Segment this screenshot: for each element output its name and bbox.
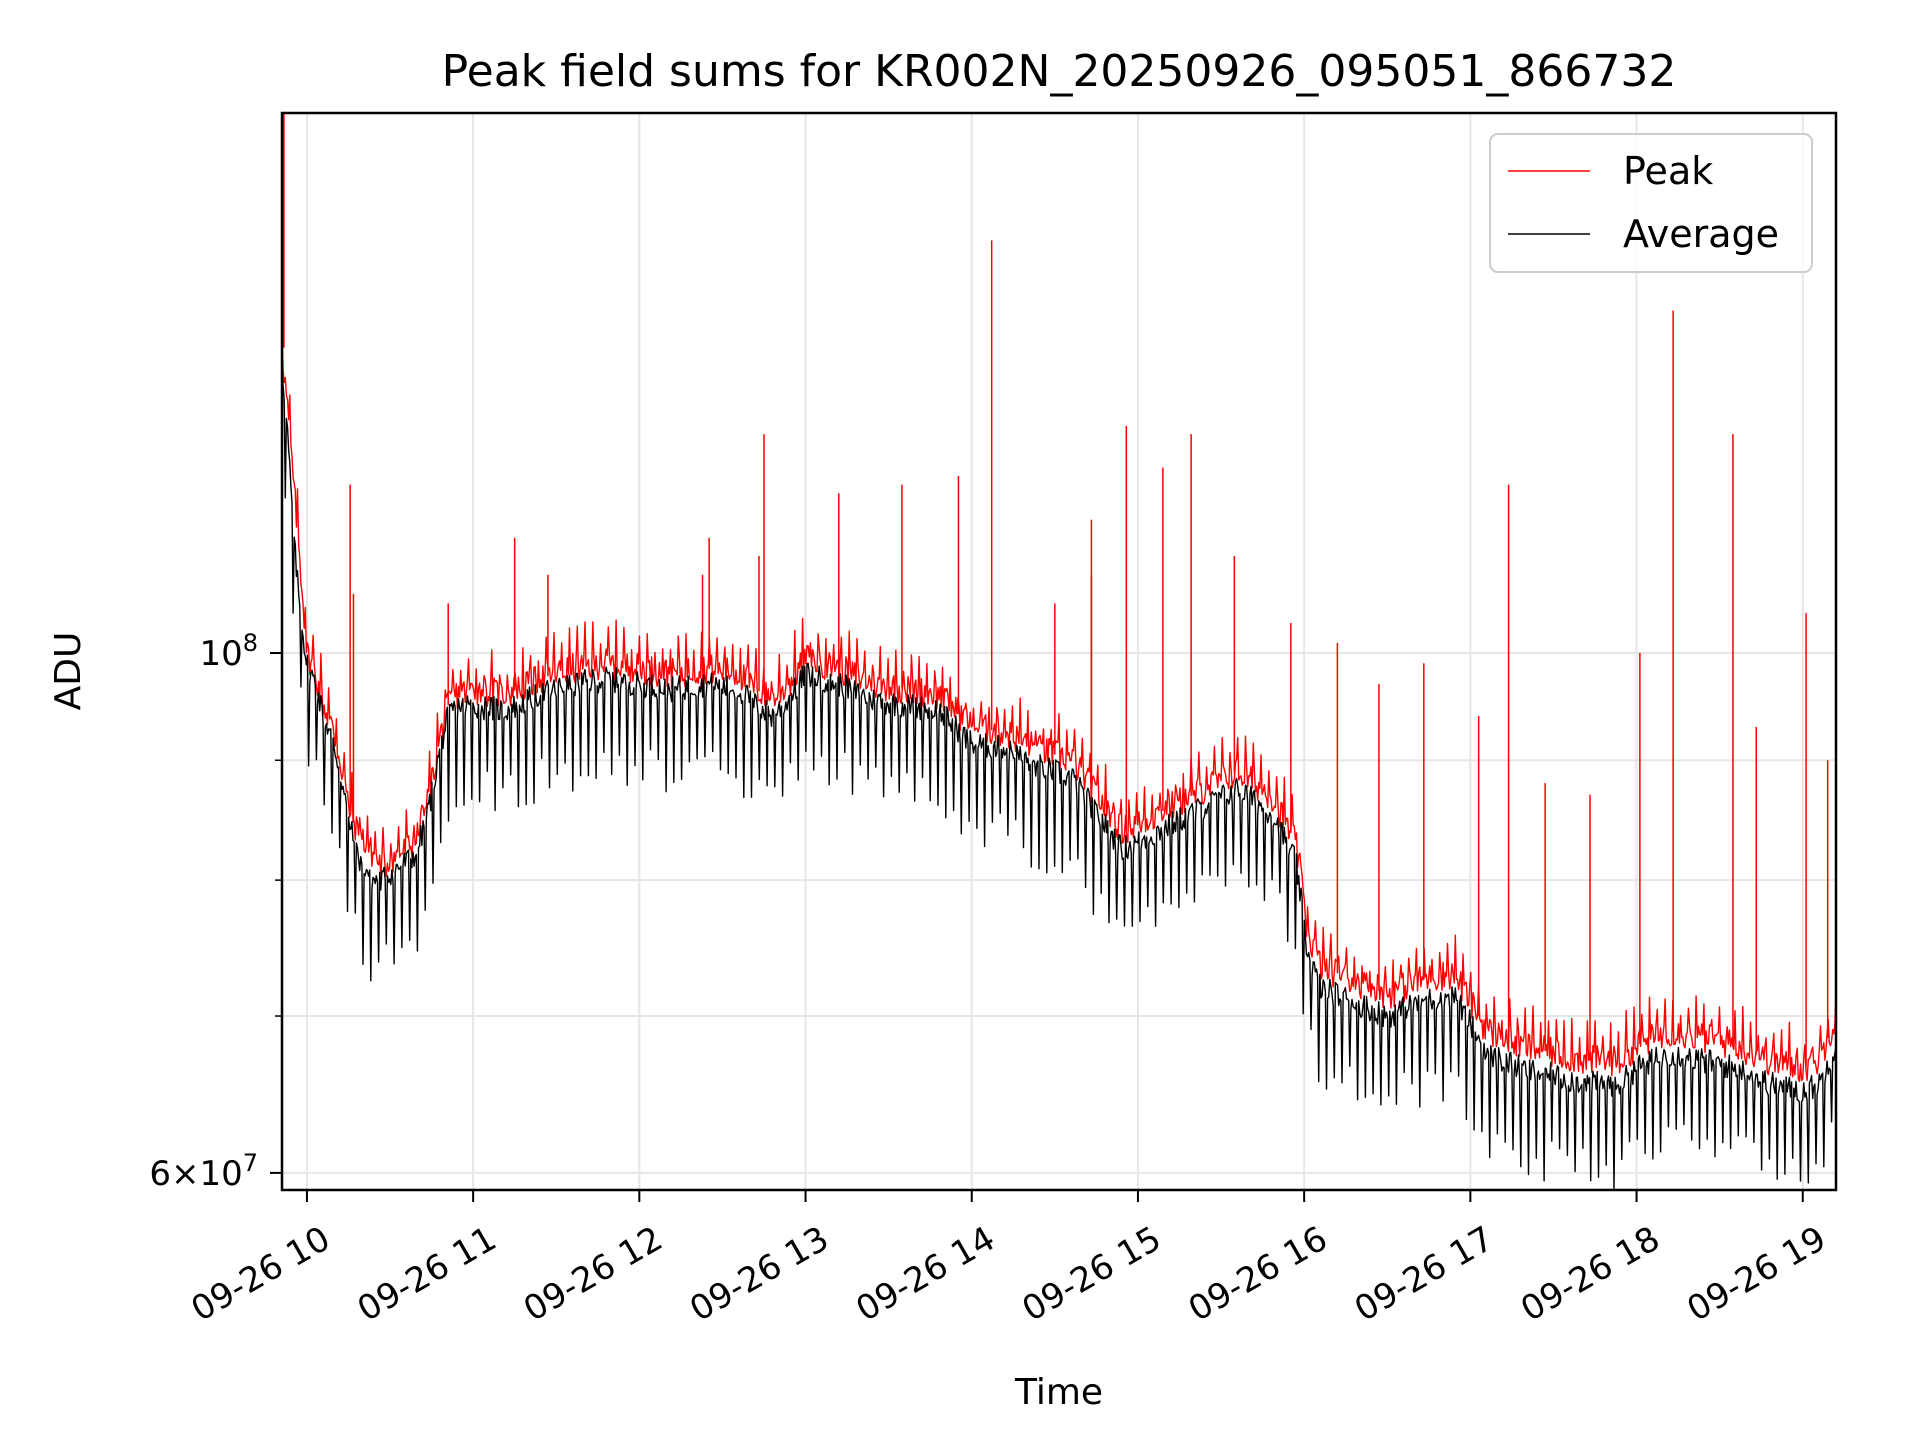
legend-average-label: Average bbox=[1623, 212, 1779, 256]
y-tick-label: 108 bbox=[199, 629, 258, 674]
legend-peak-label: Peak bbox=[1623, 149, 1713, 193]
x-axis-title: Time bbox=[1014, 1372, 1103, 1413]
y-axis-title: ADU bbox=[48, 632, 89, 711]
y-tick-label: 6×107 bbox=[149, 1149, 258, 1194]
grid bbox=[282, 113, 1836, 1190]
series-layer bbox=[282, 113, 1836, 1190]
legend: Peak Average bbox=[1489, 133, 1813, 273]
series-line-average bbox=[282, 368, 1836, 1190]
chart-title: Peak field sums for KR002N_20250926_0950… bbox=[442, 46, 1677, 97]
plot-frame bbox=[280, 111, 1838, 1192]
legend-box bbox=[1489, 133, 1813, 273]
series-line-peak bbox=[282, 324, 1836, 1083]
